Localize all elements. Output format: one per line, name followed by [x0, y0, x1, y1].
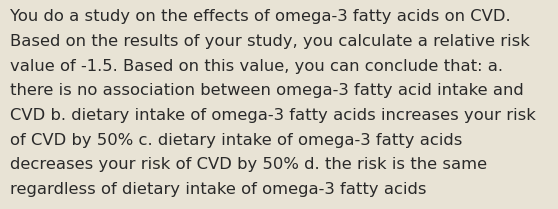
Text: decreases your risk of CVD by 50% d. the risk is the same: decreases your risk of CVD by 50% d. the… [10, 157, 487, 172]
Text: there is no association between omega-3 fatty acid intake and: there is no association between omega-3 … [10, 83, 524, 98]
Text: value of -1.5. Based on this value, you can conclude that: a.: value of -1.5. Based on this value, you … [10, 59, 503, 74]
Text: Based on the results of your study, you calculate a relative risk: Based on the results of your study, you … [10, 34, 530, 49]
Text: regardless of dietary intake of omega-3 fatty acids: regardless of dietary intake of omega-3 … [10, 182, 426, 197]
Text: You do a study on the effects of omega-3 fatty acids on CVD.: You do a study on the effects of omega-3… [10, 9, 511, 24]
Text: of CVD by 50% c. dietary intake of omega-3 fatty acids: of CVD by 50% c. dietary intake of omega… [10, 133, 463, 148]
Text: CVD b. dietary intake of omega-3 fatty acids increases your risk: CVD b. dietary intake of omega-3 fatty a… [10, 108, 536, 123]
